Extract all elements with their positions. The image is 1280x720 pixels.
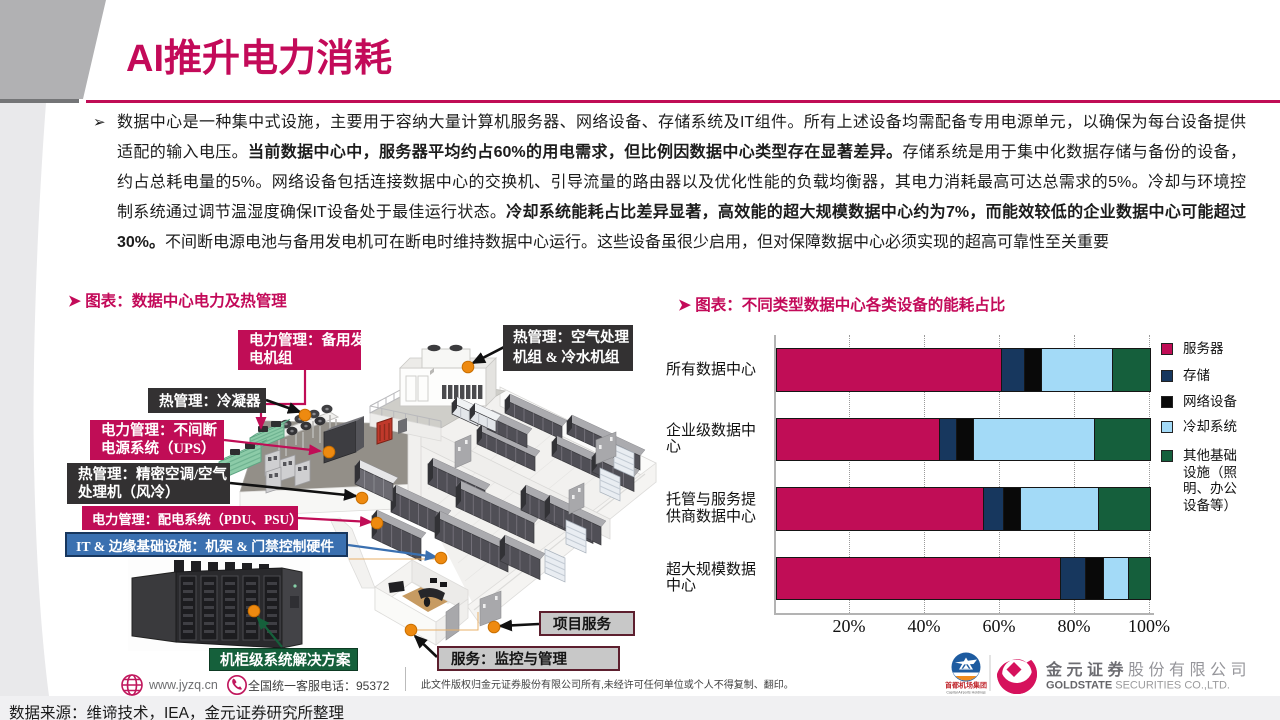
- svg-text:GOLDSTATE SECURITIES CO.,LTD.: GOLDSTATE SECURITIES CO.,LTD.: [1046, 680, 1230, 692]
- svg-text:金元证券股份有限公司: 金元证券股份有限公司: [1045, 660, 1251, 679]
- svg-text:Capital Airports Holdings: Capital Airports Holdings: [946, 691, 986, 695]
- svg-text:首都机场集团: 首都机场集团: [945, 681, 987, 690]
